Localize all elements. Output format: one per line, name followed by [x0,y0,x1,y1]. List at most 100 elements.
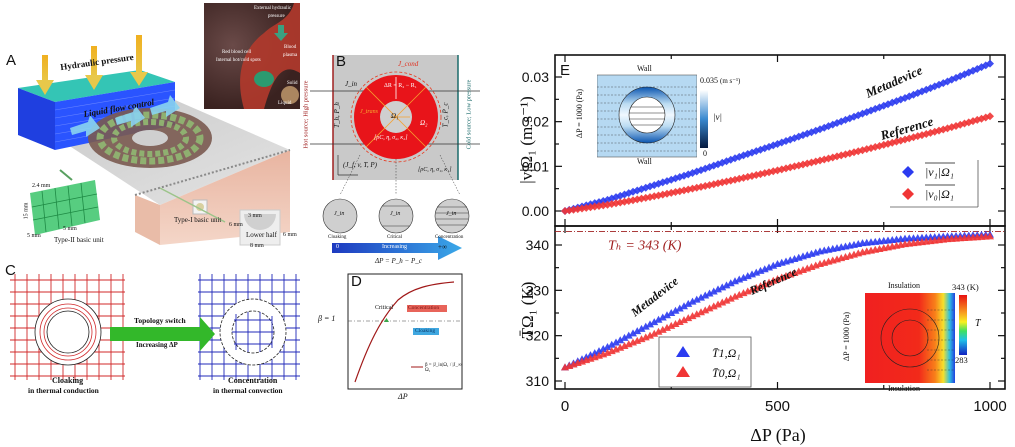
inset-spot: Internal hot/cold spots [216,58,261,63]
data-point [680,302,688,310]
inset-blood: Blood [284,45,297,50]
label-dim-6mm-a: 6 mm [229,222,243,228]
label-delta-r: ΔR = R₂ − R₁ [384,83,417,89]
th-reference-label: Tₕ = 343 (K) [608,238,682,253]
label-type-i: Type-I basic unit [174,216,222,224]
panel-e-charts: 0.000.010.020.03 MetadeviceReferenceE|v₁|… [517,54,1007,446]
data-point [675,304,684,312]
data-point [658,325,667,333]
data-point [633,327,642,335]
data-point [684,299,693,307]
label-dim-3mm: 3 mm [248,213,262,219]
label-concentration-d: Concentration [408,305,440,311]
x-tick-label: 500 [765,398,790,415]
data-point [637,324,646,332]
data-point [709,302,718,310]
label-concentration-sub: in thermal convection [213,386,283,395]
label-cloaking: Cloaking [52,376,84,385]
data-point [743,287,752,295]
label-beta-one: β = 1 [318,314,336,323]
data-point [646,331,654,339]
data-point [624,331,633,339]
y-tick-label: 0.01 [522,158,549,174]
arrow-start: 0 [336,244,339,250]
panel-b-diagram [310,55,480,260]
circle-label-concentration: Concentration [435,235,464,240]
label-concentration: Concentration [228,376,278,385]
inset-external: External hydraulic [254,6,292,11]
label-cloaking-d: Cloaking [415,328,436,334]
label-dim-5mm-a: 5 mm [27,233,41,239]
series-reference [561,112,994,215]
legend-marker [902,188,914,200]
label-j-trans: J_trans [360,109,378,115]
data-point [646,320,654,328]
panel-a-letter: A [6,52,17,69]
data-point [671,306,680,314]
data-point [930,127,939,136]
label-d-xlabel: ΔP [398,392,408,401]
arrow-mid: Increasing [382,244,407,250]
data-point [654,327,663,335]
data-point [697,293,705,301]
data-point [595,347,603,355]
circle-concentration [434,198,470,234]
y-tick-label: 320 [526,328,550,344]
data-point [692,310,701,318]
legend-marker [676,366,690,377]
legend-marker [676,346,690,357]
panel-a: A [0,0,300,260]
data-point [675,318,684,326]
inset-insulation-bottom: Insulation [888,384,920,393]
data-point [697,308,705,316]
data-point [722,281,731,289]
y-tick-label: 310 [526,373,550,389]
data-point [654,315,663,323]
data-point [667,309,676,316]
data-point [986,59,994,68]
velocity-cbar-min: 0 [703,149,707,158]
data-point [667,321,676,329]
velocity-cbar-unit: (m s⁻¹) [720,77,741,85]
data-point [701,306,710,314]
panel-b-letter: B [336,53,347,70]
inset-wall-top: Wall [637,64,652,73]
inset-insulation-top: Insulation [888,281,920,290]
label-j-cond: J_cond [398,60,419,68]
data-point [765,278,773,286]
concentration-badge [407,305,447,312]
circle-label-cloaking: Cloaking [328,235,347,240]
data-point [735,290,744,298]
state-circles [322,198,470,234]
beta-curve [354,281,455,383]
data-point [705,289,714,297]
inset-device [254,71,274,87]
inset-dp-label: ΔP = 1000 (Pa) [575,88,585,139]
series-reference [561,232,994,371]
inset-temperature-field [865,293,955,383]
inset-plasma: plasma [283,53,298,58]
label-props-ring: [ρC, η, σ₂, κ₂] [374,135,408,141]
data-point [692,295,701,303]
data-point [688,297,697,305]
data-point [607,340,616,348]
y-tick-label: 340 [526,237,550,253]
temperature-inset: Insulation Insulation ΔP = 1000 (Pa) [842,280,956,400]
plot-frame [347,273,463,390]
legend-label: |v₀|Ω₁ [925,187,954,201]
label-lower-half: Lower half [246,231,277,239]
cloaking-badge [413,328,439,335]
data-point [586,351,595,359]
data-point [650,318,659,326]
data-point [658,313,667,321]
label-cold-side: Cold source; Low pressure [465,79,473,150]
critical-marker [384,318,389,322]
data-point [612,338,620,346]
velocity-cbar-max: 0.035 (m s⁻¹) [700,76,740,85]
panel-c-diagram [10,274,300,380]
data-point [688,312,697,320]
temperature-cbar-min: 283 [955,355,968,365]
inset-liquid: Liquid [278,101,292,106]
data-point [671,319,680,327]
data-point [939,125,948,134]
